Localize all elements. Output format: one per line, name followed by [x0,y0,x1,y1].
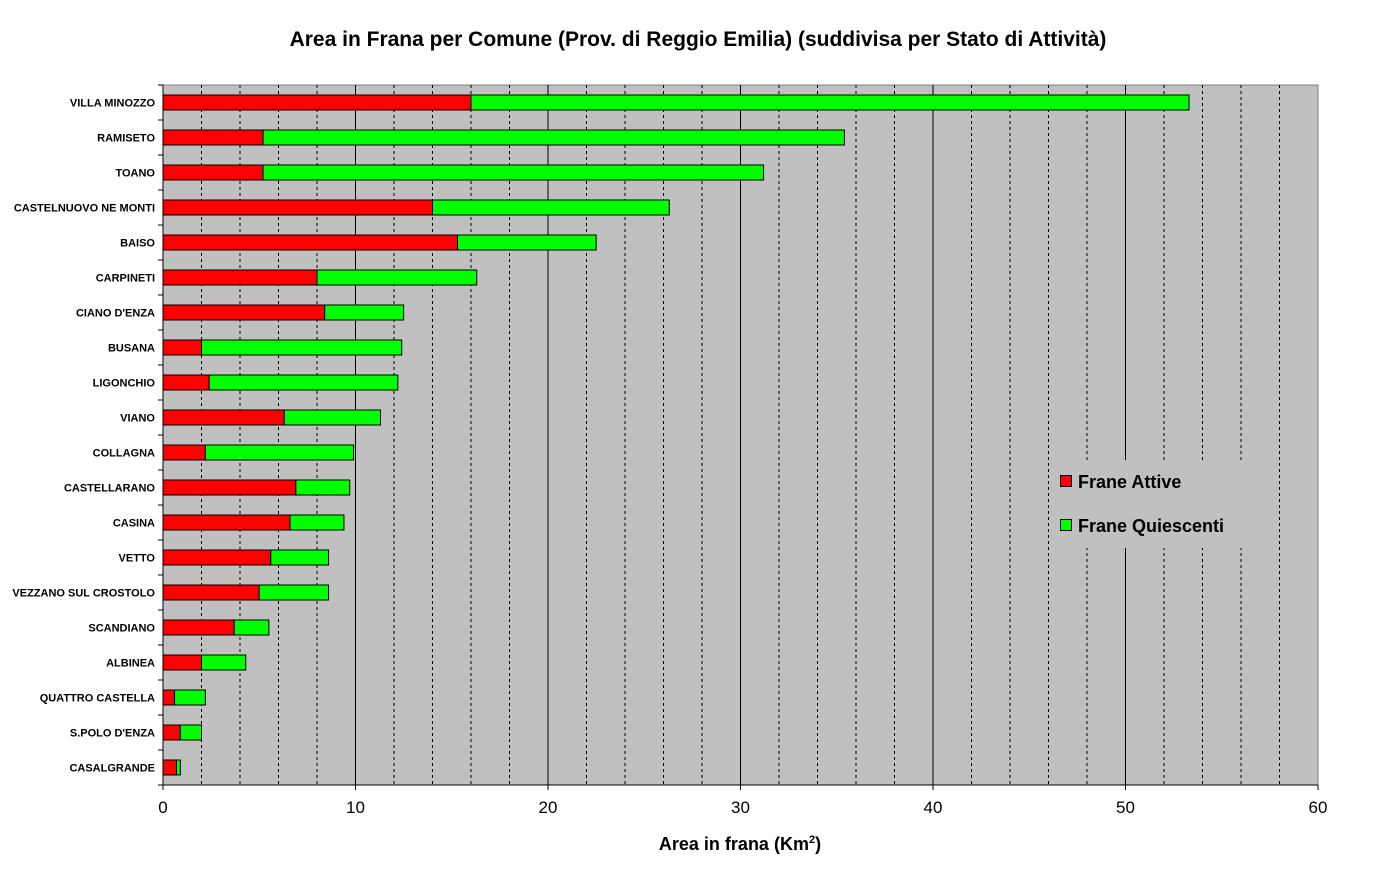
bar-attive [162,129,264,146]
chart-title: Area in Frana per Comune (Prov. di Reggi… [289,28,1107,51]
bar-quiescenti [432,199,670,216]
bar-attive [162,304,326,321]
bar-attive [162,759,177,776]
bar-quiescenti [179,724,202,741]
x-tick-label: 40 [924,798,943,817]
bar-quiescenti [258,584,330,601]
bar-attive [162,479,297,496]
bar-quiescenti [233,619,270,636]
bar-quiescenti [316,269,478,286]
bar-quiescenti [289,514,345,531]
bar-attive [162,339,202,356]
category-label: LIGONCHIO [93,378,156,390]
bar-quiescenti [270,549,330,566]
x-tick-label: 10 [346,798,365,817]
bar-quiescenti [283,409,382,426]
bar-quiescenti [295,479,351,496]
bars [162,94,1190,776]
bar-quiescenti [457,234,597,251]
legend-item-attive: Frane Attive [1060,472,1181,493]
category-label: QUATTRO CASTELLA [40,693,155,705]
bar-attive [162,619,235,636]
category-label: CARPINETI [96,273,155,285]
category-label: COLLAGNA [93,448,155,460]
bar-quiescenti [324,304,405,321]
category-label: CIANO D'ENZA [76,308,155,320]
category-label: VILLA MINOZZO [70,98,156,110]
bar-attive [162,269,318,286]
legend-swatch-quiescenti [1060,519,1072,531]
bar-attive [162,234,459,251]
x-tick-label: 60 [1309,798,1328,817]
bar-quiescenti [262,164,765,181]
category-label: CASINA [113,518,155,530]
category-label: ALBINEA [106,658,155,670]
category-label: VIANO [120,413,155,425]
bar-attive [162,199,433,216]
bar-attive [162,164,264,181]
bar-attive [162,374,210,391]
category-label: TOANO [115,168,155,180]
category-label: CASTELLARANO [64,483,155,495]
bar-attive [162,584,260,601]
category-label: BAISO [120,238,155,250]
category-label: CASTELNUOVO NE MONTI [14,203,155,215]
bar-quiescenti [470,94,1190,111]
bar-attive [162,94,472,111]
x-tick-label: 0 [158,798,167,817]
bar-quiescenti [204,444,355,461]
bar-quiescenti [208,374,399,391]
x-tick-label: 30 [731,798,750,817]
x-tick-label: 20 [539,798,558,817]
bar-quiescenti [175,759,181,776]
category-label: VETTO [119,553,156,565]
category-label: S.POLO D'ENZA [70,728,155,740]
bar-attive [162,724,181,741]
bar-attive [162,514,291,531]
x-tick-labels: 0 10 20 30 40 50 60 [158,785,1327,817]
bar-attive [162,409,285,426]
category-labels: VILLA MINOZZO RAMISETO TOANO CASTELNUOVO NE… [12,98,155,775]
x-tick-label: 50 [1116,798,1135,817]
bar-attive [162,444,206,461]
bar-attive [162,549,272,566]
legend: Frane Attive Frane Quiescenti [1052,460,1242,548]
bar-attive [162,689,176,706]
category-label: VEZZANO SUL CROSTOLO [12,588,155,600]
bar-quiescenti [262,129,845,146]
category-label: SCANDIANO [88,623,155,635]
bar-quiescenti [201,654,247,671]
bar-quiescenti [174,689,206,706]
x-axis-label: Area in frana (Km2) [658,834,822,854]
bar-quiescenti [201,339,403,356]
bar-attive [162,654,202,671]
category-label: RAMISETO [97,133,155,145]
category-label: CASALGRANDE [69,763,155,775]
category-label: BUSANA [108,343,155,355]
legend-item-quiescenti: Frane Quiescenti [1060,516,1224,537]
legend-swatch-attive [1060,475,1072,487]
